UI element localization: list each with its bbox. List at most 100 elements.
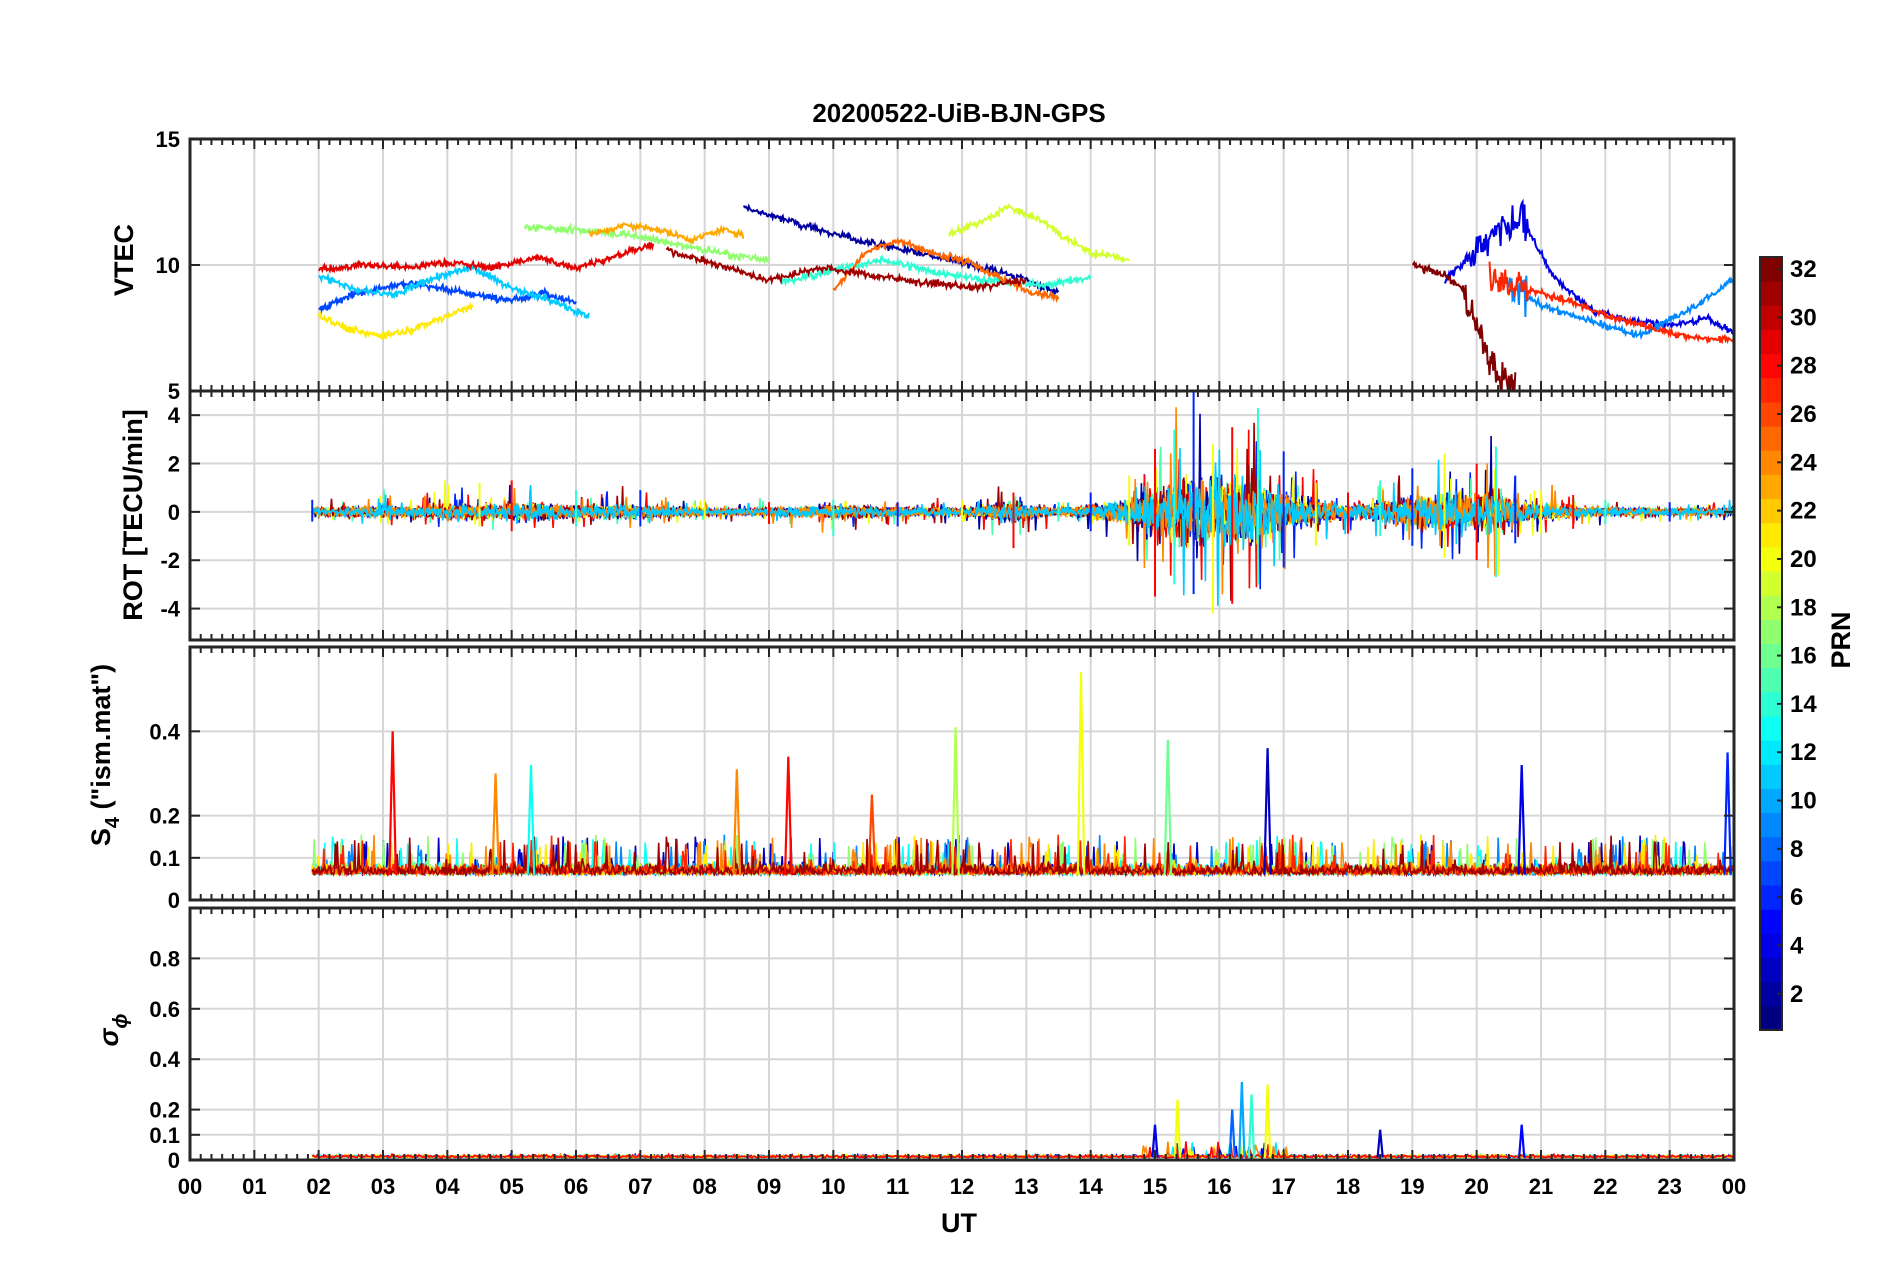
x-tick-label: 13 (1014, 1174, 1038, 1199)
y-tick-label: 15 (156, 127, 180, 152)
vtec-series-prn-9 (1507, 275, 1734, 341)
sigma-peak (1247, 1094, 1256, 1158)
vtec-series-prn-25 (832, 237, 1060, 304)
colorbar-segment (1760, 957, 1782, 983)
y-tick-label: 0.1 (149, 846, 180, 871)
s4-peak (1263, 748, 1272, 875)
colorbar-segment (1760, 981, 1782, 1007)
colorbar-tick-label: 14 (1790, 691, 1817, 718)
s4-peak (1163, 739, 1173, 875)
colorbar-segment (1760, 1005, 1782, 1031)
s4-panel: 0 0.1 0.2 0.4 (149, 645, 1736, 913)
colorbar-tick-label: 32 (1790, 256, 1817, 283)
sigma-peak (1228, 1109, 1236, 1158)
y-tick-label: 0.4 (149, 1047, 180, 1072)
x-tick-label: 19 (1400, 1174, 1424, 1199)
y-tick-label: 2 (168, 452, 180, 477)
colorbar-segment (1760, 885, 1782, 910)
colorbar-tick-label: 22 (1790, 498, 1817, 525)
x-tick-label: 02 (306, 1174, 330, 1199)
colorbar-tick-label: 26 (1790, 401, 1817, 428)
s4-peak (388, 731, 397, 875)
x-tick-label: 06 (564, 1174, 588, 1199)
colorbar-segment (1760, 667, 1782, 693)
sigma-peak (1151, 1124, 1159, 1158)
x-tick-label: 00 (178, 1174, 202, 1199)
colorbar-border (1759, 256, 1783, 1031)
colorbar-label: PRN (1826, 611, 1856, 668)
s4-series-prn-31 (311, 835, 1734, 878)
vtec-series-prn-32 (1412, 260, 1517, 391)
x-tick-labels: 00 01 02 03 04 05 06 07 08 09 10 11 12 13 14 15 16 17 18 19… (178, 1174, 1746, 1199)
sigma-peak (1263, 1084, 1272, 1158)
colorbar-segment (1760, 619, 1782, 644)
x-tick-label: 15 (1143, 1174, 1167, 1199)
colorbar-segment (1760, 788, 1782, 814)
x-tick-label: 17 (1271, 1174, 1295, 1199)
vtec-series-prn-19 (948, 202, 1130, 264)
vtec-series-prn-27 (1488, 261, 1734, 345)
x-tick-label: 12 (950, 1174, 974, 1199)
y-tick-label: 4 (168, 403, 181, 428)
x-tick-label: 14 (1078, 1174, 1103, 1199)
colorbar-segment (1760, 305, 1782, 330)
colorbar-segment (1760, 353, 1782, 379)
y-tick-label: 0.8 (149, 946, 180, 971)
y-tick-label: 0.2 (149, 804, 180, 829)
x-tick-label: 22 (1593, 1174, 1617, 1199)
sigma-phi-ylabel: σϕ (94, 1013, 132, 1046)
s4-peak (1076, 672, 1086, 875)
chart-title: 20200522-UiB-BJN-GPS (812, 98, 1105, 128)
vtec-ylabel: VTEC (109, 224, 139, 296)
y-tick-label: 0.1 (149, 1123, 180, 1148)
sigma-peak (1518, 1124, 1526, 1158)
colorbar-segment (1760, 498, 1782, 524)
x-tick-label: 11 (886, 1174, 909, 1199)
s4-ticks (189, 647, 1735, 901)
rot-series-prn-24 (311, 407, 1734, 595)
y-tick-label: 0.2 (149, 1098, 180, 1123)
vtec-series-prn-17 (523, 221, 770, 265)
x-tick-label: 09 (757, 1174, 781, 1199)
x-tick-label: 00 (1722, 1174, 1746, 1199)
vtec-series-prn-4 (1443, 198, 1734, 336)
s4-ylabel-rest: ("ism.mat") (86, 664, 116, 817)
y-tick-label: 0.6 (149, 997, 180, 1022)
colorbar-tick-label: 6 (1790, 884, 1803, 911)
y-tick-label: -2 (160, 548, 180, 573)
vtec-series-prn-21 (317, 301, 474, 341)
colorbar-tick-label: 8 (1790, 836, 1803, 863)
colorbar-tick-label: 24 (1790, 449, 1817, 476)
vtec-ticks (189, 138, 1735, 392)
colorbar-tick-label: 4 (1790, 932, 1804, 959)
sigma-ticks (189, 908, 1735, 1161)
s4-peak (491, 773, 500, 875)
colorbar-segment (1760, 836, 1782, 862)
colorbar-segment (1760, 740, 1782, 765)
colorbar-segment (1760, 522, 1782, 548)
colorbar-segment (1760, 401, 1782, 427)
vtec-series-prn-11 (317, 263, 590, 320)
vtec-series-prn-29 (317, 241, 655, 274)
colorbar-tick-label: 20 (1790, 546, 1817, 573)
y-tick-label: 5 (168, 379, 180, 404)
sigma-grid (189, 908, 1735, 1161)
s4-peak (526, 765, 536, 875)
s4-plot (311, 672, 1734, 878)
sigma-peak (1376, 1129, 1384, 1158)
x-tick-label: 05 (499, 1174, 523, 1199)
s4-ylabel-sub: 4 (102, 816, 124, 828)
colorbar-segment (1760, 764, 1782, 789)
s4-peak (1517, 765, 1527, 875)
colorbar-segment (1760, 909, 1782, 934)
colorbar-tick-label: 10 (1790, 788, 1817, 815)
vtec-series-prn-31 (666, 246, 1027, 294)
colorbar-segment (1760, 329, 1782, 355)
s4-ylabel-main: S (86, 828, 116, 846)
y-tick-label: 0 (168, 1148, 180, 1173)
colorbar-tick-label: 30 (1790, 304, 1817, 331)
colorbar-segment (1760, 546, 1782, 572)
rot-ylabel: ROT [TECU/min] (118, 409, 148, 620)
y-tick-label: 0 (168, 500, 180, 525)
colorbar-segment (1760, 933, 1782, 959)
